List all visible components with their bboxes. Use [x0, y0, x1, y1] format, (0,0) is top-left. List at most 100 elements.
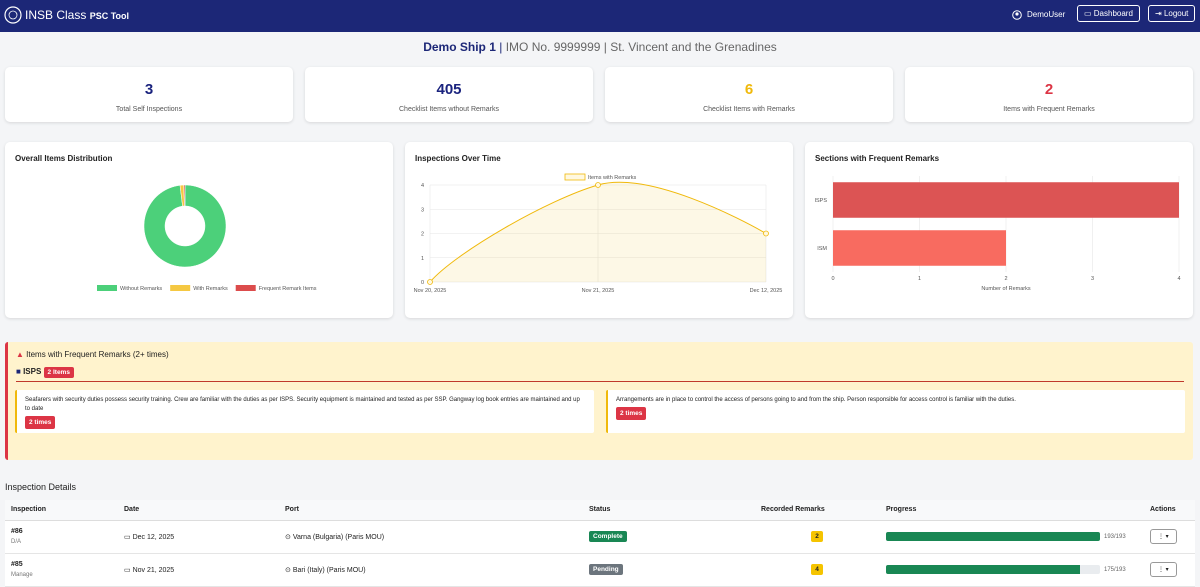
x-tick-label: 2 — [1004, 276, 1007, 282]
legend-label: Items with Remarks — [588, 175, 637, 181]
legend-swatch — [170, 285, 191, 291]
dashboard-label: Dashboard — [1093, 9, 1133, 18]
cell-inspection: #85 Manage — [5, 553, 118, 587]
stat-value: 2 — [1044, 81, 1054, 98]
stat-value: 6 — [744, 81, 754, 98]
table-title: Inspection Details — [5, 482, 77, 492]
y-tick-label: 4 — [421, 183, 424, 189]
logout-button[interactable]: ⇥ Logout — [1148, 5, 1196, 22]
column-header: Actions — [1144, 500, 1195, 521]
bar — [833, 230, 1006, 266]
x-tick-label: Dec 12, 2025 — [750, 288, 783, 294]
y-tick-label: 1 — [421, 256, 424, 262]
point — [763, 230, 769, 237]
user-name: DemoUser — [1027, 10, 1066, 19]
cell-inspection: #86 D/A — [5, 520, 118, 554]
donut-card: Overall Items Distribution Without Remar… — [5, 142, 393, 318]
table-body: #86 D/A ▭ Dec 12, 2025 ⊙ Varna (Bulgaria) (… — [5, 520, 1195, 587]
date: Nov 21, 2025 — [132, 566, 175, 574]
progress-track — [886, 565, 1100, 574]
alert-item-text: Arrangements are in place to control the… — [616, 397, 1016, 403]
date: Dec 12, 2025 — [132, 533, 175, 541]
donut-slice — [143, 184, 227, 268]
legend-swatch — [235, 285, 256, 291]
brand-suffix: PSC Tool — [89, 11, 130, 21]
cell-date: ▭ Nov 21, 2025 — [118, 553, 279, 587]
user-icon — [1012, 10, 1022, 20]
chart-title: Sections with Frequent Remarks — [815, 154, 940, 163]
remarks-badge: 2 — [811, 531, 823, 542]
table-wrap: Inspection Date Port Status Recorded Remarks… — [5, 500, 1195, 587]
actions-button[interactable]: ⋮ ▾ — [1150, 529, 1177, 544]
inspection-id: #85 — [11, 561, 23, 568]
column-header: Date — [118, 500, 279, 521]
table-row: #86 D/A ▭ Dec 12, 2025 ⊙ Varna (Bulgaria) (… — [5, 520, 1195, 554]
stat-value: 405 — [436, 81, 462, 98]
stat-label: Total Self Inspections — [115, 106, 183, 113]
ship-details: IMO No. 9999999 | St. Vincent and the Gr… — [505, 40, 777, 54]
cell-actions: ⋮ ▾ — [1144, 553, 1195, 587]
status-badge: Pending — [589, 564, 623, 575]
alert-title-text: Items with Frequent Remarks (2+ times) — [26, 350, 169, 359]
stat-card: 405 Checklist Items wthout Remarks — [305, 67, 593, 122]
donut-slice — [183, 184, 186, 207]
legend-label: With Remarks — [193, 286, 228, 292]
area — [430, 182, 766, 282]
alert-item-text: Seafarers with security duties possess s… — [25, 397, 580, 412]
alert-item-badge: 2 times — [25, 416, 56, 429]
progress-bar — [886, 532, 1100, 541]
column-header: Progress — [880, 500, 1144, 521]
point — [595, 182, 601, 188]
inspection-id: #86 — [11, 528, 23, 535]
inspection-sub: Manage — [11, 572, 33, 578]
ship-heading: Demo Ship 1 | IMO No. 9999999 | St. Vinc… — [0, 40, 1200, 54]
progress-bar — [886, 565, 1081, 574]
progress-label: 175/193 — [1104, 567, 1126, 574]
column-header: Status — [583, 500, 755, 521]
column-header: Inspection — [5, 500, 118, 521]
port: Bari (Italy) (Paris MOU) — [292, 566, 366, 574]
legend-label: Frequent Remark Items — [259, 286, 317, 292]
x-tick-label: 4 — [1177, 276, 1180, 282]
header-row: Inspection Date Port Status Recorded Remarks… — [5, 500, 1195, 521]
remarks-badge: 4 — [811, 564, 823, 575]
cell-date: ▭ Dec 12, 2025 — [118, 520, 279, 554]
stat-card: 3 Total Self Inspections — [5, 67, 293, 122]
alert-item: Seafarers with security duties possess s… — [15, 390, 594, 433]
alert: ▲ Items with Frequent Remarks (2+ times)… — [5, 342, 1193, 460]
stat-label: Items with Frequent Remarks — [1003, 106, 1095, 113]
x-axis-label: Number of Remarks — [981, 286, 1030, 292]
alert-title: ▲ Items with Frequent Remarks (2+ times) — [16, 350, 169, 359]
stat-card: 2 Items with Frequent Remarks — [905, 67, 1193, 122]
stat-label: Checklist Items with Remarks — [703, 106, 795, 113]
y-tick-label: 2 — [421, 232, 424, 238]
stat-card: 6 Checklist Items with Remarks — [605, 67, 893, 122]
cell-port: ⊙ Bari (Italy) (Paris MOU) — [279, 553, 583, 587]
inspection-table: Inspection Date Port Status Recorded Remarks… — [5, 500, 1195, 587]
line-chart: 0 1 2 3 4 Nov 20, 2025 Nov 21, 2025 Dec 12, 202… — [414, 173, 783, 294]
x-tick-label: Nov 21, 2025 — [582, 288, 615, 294]
y-tick-label: ISPS — [814, 198, 827, 204]
section-badge: 2 Items — [43, 367, 74, 378]
section-heading: ■ ISPS 2 Items — [16, 367, 74, 378]
cell-status: Pending — [583, 553, 755, 587]
separator: | — [499, 40, 503, 54]
cell-status: Complete — [583, 520, 755, 554]
bar-chart: 0 1 2 3 4 Number of Remarks ISPS ISM — [814, 176, 1181, 292]
cell-actions: ⋮ ▾ — [1144, 520, 1195, 554]
brand: INSB Class PSC Tool — [25, 8, 129, 22]
logout-label: Logout — [1163, 9, 1189, 18]
column-header: Recorded Remarks — [755, 500, 880, 521]
status-badge: Complete — [589, 531, 627, 542]
legend-swatch — [564, 173, 586, 181]
bar-card: Sections with Frequent Remarks 0 1 2 3 4 Numb… — [805, 142, 1193, 318]
x-tick-label: 1 — [918, 276, 921, 282]
table-row: #85 Manage ▭ Nov 21, 2025 ⊙ Bari (Italy) (P… — [5, 553, 1195, 587]
inspection-sub: D/A — [11, 539, 22, 545]
port: Varna (Bulgaria) (Paris MOU) — [292, 533, 385, 541]
progress-track — [886, 532, 1100, 541]
dashboard-button[interactable]: ▭ Dashboard — [1077, 5, 1140, 22]
actions-button[interactable]: ⋮ ▾ — [1150, 562, 1177, 577]
bar — [833, 182, 1179, 218]
